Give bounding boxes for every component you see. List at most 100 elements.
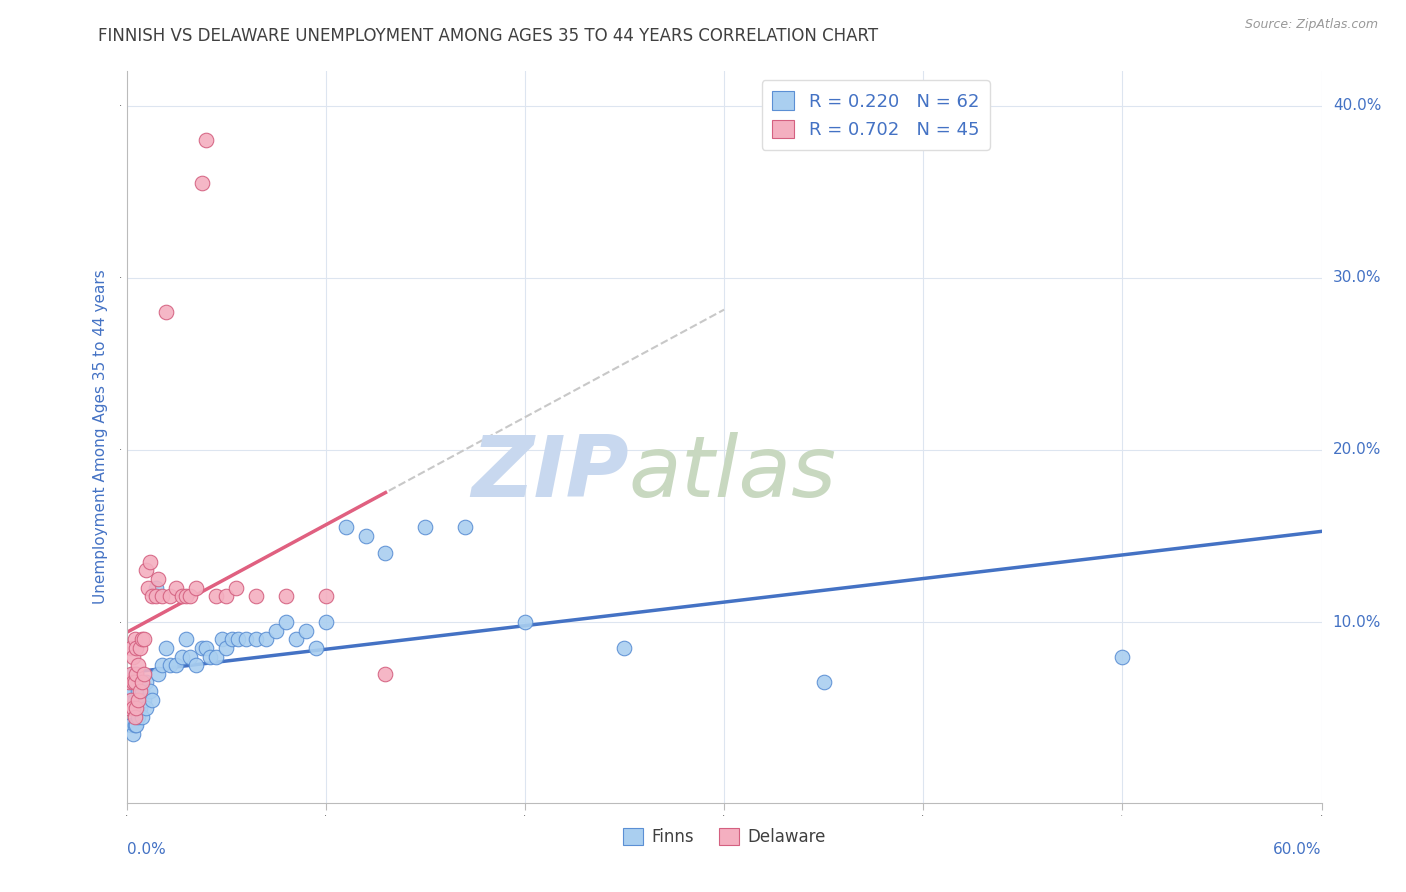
Point (125, 701, 148, 715)
Point (150, 589, 174, 603)
Point (205, 649, 228, 664)
Point (121, 701, 143, 715)
Point (131, 710, 153, 724)
Point (139, 684, 162, 698)
Point (274, 615, 297, 629)
Point (294, 624, 316, 638)
Point (211, 632, 233, 647)
Point (155, 305, 177, 319)
Point (174, 589, 197, 603)
Point (354, 529, 377, 543)
Point (121, 666, 143, 681)
Point (125, 666, 148, 681)
Text: 60.0%: 60.0% (1274, 842, 1322, 856)
Point (245, 632, 267, 647)
Text: 0.0%: 0.0% (127, 842, 166, 856)
Point (127, 692, 149, 706)
Point (124, 675, 146, 690)
Point (117, 684, 139, 698)
Point (120, 692, 142, 706)
Point (159, 589, 181, 603)
Point (613, 640, 636, 655)
Point (125, 640, 148, 655)
Point (120, 692, 142, 706)
Point (186, 658, 208, 673)
Point (145, 589, 167, 603)
Point (124, 718, 146, 732)
Point (150, 658, 174, 673)
Point (141, 589, 163, 603)
Point (139, 555, 162, 569)
Point (121, 701, 143, 715)
Point (131, 675, 153, 690)
Point (186, 581, 208, 595)
Point (245, 589, 267, 603)
Point (124, 675, 146, 690)
Point (235, 632, 257, 647)
Point (121, 727, 143, 741)
Point (413, 520, 436, 534)
Point (121, 684, 143, 698)
Point (121, 675, 143, 690)
Point (134, 632, 156, 647)
Point (125, 701, 148, 715)
Point (117, 701, 139, 715)
Point (121, 649, 143, 664)
Text: 40.0%: 40.0% (1333, 98, 1381, 113)
Point (135, 701, 157, 715)
Point (226, 632, 249, 647)
Point (172, 649, 194, 664)
Point (274, 589, 297, 603)
Point (129, 640, 152, 655)
Point (134, 692, 156, 706)
Point (135, 564, 157, 578)
Point (117, 675, 139, 690)
Point (205, 589, 228, 603)
Point (174, 632, 197, 647)
Point (124, 632, 146, 647)
Point (127, 684, 149, 698)
Text: 10.0%: 10.0% (1333, 615, 1381, 630)
Legend: Finns, Delaware: Finns, Delaware (616, 822, 832, 853)
Point (148, 666, 170, 681)
Text: atlas: atlas (628, 432, 837, 516)
Point (134, 666, 156, 681)
Point (513, 615, 536, 629)
Text: ZIP: ZIP (471, 432, 628, 516)
Point (179, 589, 201, 603)
Point (155, 640, 177, 655)
Y-axis label: Unemployment Among Ages 35 to 44 years: Unemployment Among Ages 35 to 44 years (93, 269, 108, 605)
Point (454, 520, 477, 534)
Point (124, 710, 146, 724)
Point (124, 692, 146, 706)
Point (127, 658, 149, 673)
Point (159, 658, 181, 673)
Point (254, 632, 277, 647)
Point (374, 546, 396, 560)
Point (191, 640, 214, 655)
Point (172, 589, 194, 603)
Point (335, 520, 357, 534)
Point (195, 640, 218, 655)
Point (165, 581, 187, 595)
Point (125, 718, 148, 732)
Text: 20.0%: 20.0% (1333, 442, 1381, 458)
Point (215, 589, 238, 603)
Point (165, 658, 187, 673)
Point (315, 615, 337, 629)
Point (195, 133, 218, 147)
Point (129, 675, 152, 690)
Point (148, 572, 170, 586)
Text: FINNISH VS DELAWARE UNEMPLOYMENT AMONG AGES 35 TO 44 YEARS CORRELATION CHART: FINNISH VS DELAWARE UNEMPLOYMENT AMONG A… (98, 27, 879, 45)
Point (120, 666, 142, 681)
Point (129, 684, 152, 698)
Point (305, 640, 328, 655)
Point (120, 640, 142, 655)
Point (374, 666, 396, 681)
Point (221, 632, 243, 647)
Text: 30.0%: 30.0% (1333, 270, 1381, 285)
Point (141, 692, 163, 706)
Text: Source: ZipAtlas.com: Source: ZipAtlas.com (1244, 18, 1378, 31)
Point (284, 632, 307, 647)
Point (813, 675, 835, 690)
